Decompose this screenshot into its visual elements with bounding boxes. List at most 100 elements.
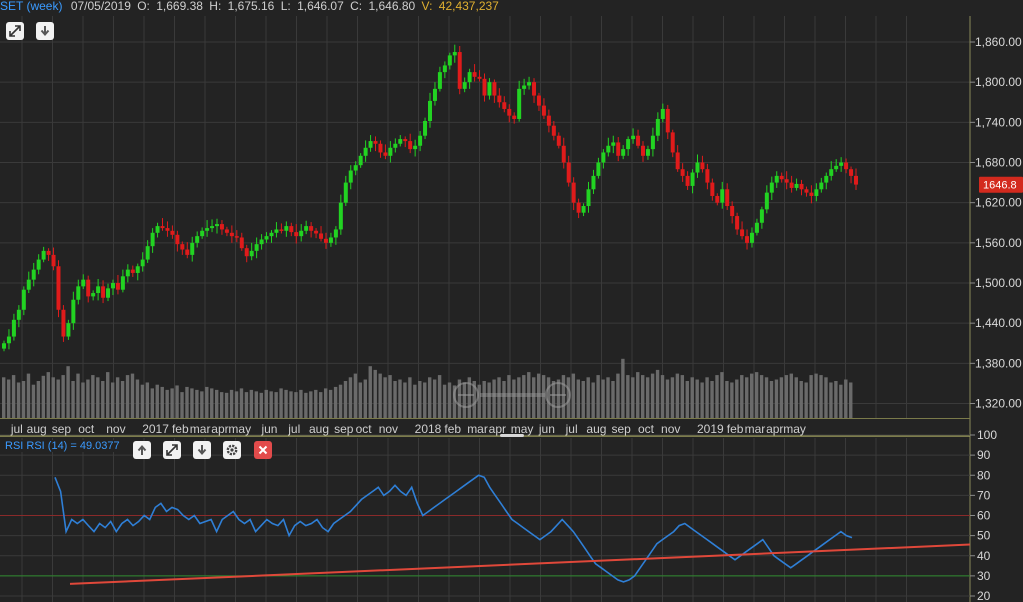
candle-body [546,115,551,126]
rsi-move-up-button[interactable] [133,441,151,459]
rsi-y-tick-label: 20 [977,589,991,602]
candle-body [145,246,150,260]
y-tick-label: 1,500.00 [975,276,1022,290]
volume-bar [215,389,219,418]
candle-body [403,139,408,142]
rsi-expand-button[interactable] [163,441,181,459]
close-value: 1,646.80 [368,0,416,13]
volume-bar [165,389,169,418]
volume-bar [388,375,392,418]
volume-bar [343,381,348,418]
volume-bar [774,379,779,418]
candle-body [621,149,626,156]
volume-bar [462,382,467,418]
volume-bar [512,379,516,418]
candle-body [616,142,621,156]
candle-body [492,82,497,96]
candle-body [566,162,571,183]
volume-bar [467,377,472,418]
volume-bar [239,388,244,418]
candle-body [730,206,735,217]
volume-bar [715,375,719,418]
candle-body [125,269,130,277]
candle-body [328,237,333,243]
volume-bar [809,375,813,418]
volume-bar [210,388,214,418]
volume-bar [259,392,263,418]
volume-bar [759,375,764,418]
candle-body [363,147,368,156]
volume-bar [591,382,595,418]
bar-date: 07/05/2019 [70,0,131,13]
volume-bar [175,385,179,418]
candle-body [76,286,81,300]
candle-body [244,248,249,257]
volume-bar [541,375,546,418]
volume-bar [437,375,442,418]
candle-body [601,152,606,163]
candle-body [477,76,482,79]
candle-body [215,224,219,227]
x-tick-label: jul [287,422,300,436]
candle-body [725,189,730,207]
volume-bar [621,358,625,418]
candle-body [764,192,769,210]
candle-body [556,135,561,146]
volume-bar [314,389,318,418]
volume-bar [829,382,833,418]
x-tick-label: jul [10,422,23,436]
candle-body [482,78,487,96]
candle-body [160,226,165,229]
volume-bar [398,379,402,418]
gear-icon [226,444,238,456]
candle-body [106,288,111,298]
volume-bar [754,372,759,418]
candle-body [645,149,650,156]
volume-bar [46,372,50,418]
candle-body [41,250,46,260]
candle-body [86,279,91,297]
volume-bar [358,382,363,418]
candlesticks [2,44,858,352]
download-button[interactable] [36,22,54,40]
rsi-y-tick-label: 100 [977,428,997,442]
candle-body [2,343,6,349]
candle-body [81,279,86,287]
volume-bars [2,358,853,418]
volume-bar [655,369,660,418]
volume-bar [710,381,714,418]
volume-bar [546,377,551,418]
candle-body [839,162,844,166]
x-tick-label: oct [356,422,373,436]
candle-body [165,228,170,231]
rsi-move-down-button[interactable] [193,441,211,459]
volume-bar [91,375,95,418]
x-tick-label: apr [489,422,506,436]
candle-body [576,202,581,213]
candle-body [675,152,680,170]
x-tick-label: may [783,422,806,436]
close-icon [258,445,268,455]
rsi-settings-button[interactable] [223,441,241,459]
candle-body [497,95,502,103]
candle-body [774,175,779,183]
volume-bar [784,375,789,418]
volume-label: V: [421,0,433,13]
scroll-overlay[interactable] [453,382,571,437]
ticker-label[interactable]: SET (week) [0,0,63,13]
volume-bar [680,375,685,418]
candle-body [150,232,155,247]
volume-bar [244,392,249,418]
candle-body [239,237,244,249]
candle-body [517,88,522,119]
candle-body [373,141,378,144]
arrow-down-icon [40,26,50,37]
candle-body [650,135,655,150]
volume-bar [779,377,784,418]
candle-body [447,55,452,66]
expand-button[interactable] [6,22,24,40]
rsi-remove-button[interactable] [254,441,272,459]
expand-icon [166,444,178,456]
x-axis-labels: jul aug sep oct nov 2017 feb mar apr may jun jul aug… [10,422,806,436]
